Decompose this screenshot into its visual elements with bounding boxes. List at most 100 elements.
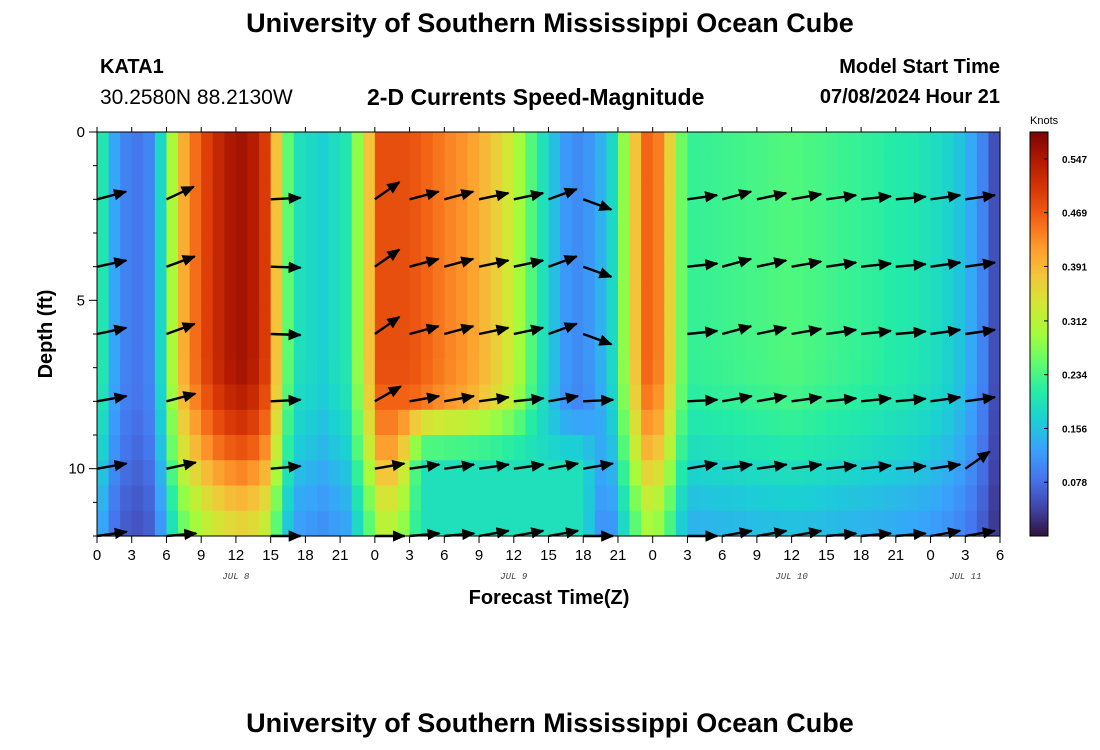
x-tick-label: 12 [505, 547, 522, 564]
heatmap-cell [976, 258, 990, 285]
heatmap-cell [849, 132, 862, 158]
heatmap-cell [131, 485, 144, 512]
heatmap-cell [861, 334, 874, 360]
heatmap-cell [780, 233, 793, 259]
heatmap-cell [895, 510, 908, 537]
heatmap-cell [930, 460, 943, 487]
heatmap-cell [641, 207, 654, 234]
current-arrow [548, 527, 580, 539]
heatmap-cell [409, 132, 422, 158]
current-arrow [478, 324, 510, 336]
heatmap-cell [363, 334, 376, 360]
heatmap-cell [305, 334, 318, 360]
heatmap-cell [235, 233, 249, 259]
heatmap-cell [942, 258, 955, 285]
heatmap-cell [166, 409, 179, 436]
heatmap-cell [675, 132, 689, 158]
heatmap-cell [282, 308, 295, 335]
heatmap-cell [629, 485, 642, 512]
heatmap-cell [293, 157, 306, 184]
heatmap-cell [594, 510, 607, 537]
date-label: JUL 9 [500, 572, 528, 582]
heatmap-cell [282, 409, 295, 436]
heatmap-cell [837, 132, 851, 158]
heatmap-cell [525, 334, 538, 360]
heatmap-cell [583, 308, 596, 335]
heatmap-cell [837, 207, 851, 234]
heatmap-cell [270, 510, 283, 537]
heatmap-cell [398, 283, 411, 310]
heatmap-cell [444, 359, 457, 386]
heatmap-cell [235, 485, 249, 512]
heatmap-cell [629, 359, 642, 386]
heatmap-cell [768, 157, 781, 184]
heatmap-cell [259, 283, 272, 310]
heatmap-cell [131, 258, 144, 285]
heatmap-cell [571, 207, 584, 234]
current-arrow [443, 256, 475, 268]
heatmap-cell [154, 258, 168, 285]
heatmap-cell [189, 409, 202, 436]
heatmap-cell [421, 435, 434, 461]
heatmap-cell [988, 485, 1001, 512]
heatmap-cell [455, 157, 469, 184]
heatmap-cell [594, 308, 607, 335]
heatmap-cell [374, 207, 388, 234]
heatmap-cell [571, 435, 584, 461]
heatmap-cell [513, 132, 526, 158]
current-arrow [860, 393, 893, 406]
heatmap-cell [316, 510, 330, 537]
heatmap-cell [386, 132, 399, 158]
heatmap-cell [455, 435, 469, 461]
heatmap-cell [664, 207, 677, 234]
heatmap-cell [154, 207, 168, 234]
heatmap-cell [432, 308, 445, 335]
heatmap-cell [328, 409, 341, 436]
heatmap-cell [316, 283, 330, 310]
heatmap-cell [733, 233, 746, 259]
heatmap-cell [953, 435, 966, 461]
heatmap-cell [351, 485, 364, 512]
current-arrow [513, 324, 545, 336]
heatmap-cell [212, 384, 225, 411]
heatmap-cell [907, 207, 920, 234]
heatmap-cell [293, 132, 306, 158]
current-arrow [548, 459, 580, 472]
heatmap-cell [675, 258, 689, 285]
model-start-label: Model Start Time [839, 56, 1000, 78]
current-arrow [96, 527, 128, 540]
heatmap-cell [154, 334, 168, 360]
heatmap-cell [490, 460, 503, 487]
heatmap-cell [154, 359, 168, 386]
heatmap-cell [710, 435, 723, 461]
heatmap-cell [849, 233, 862, 259]
heatmap-cell [513, 435, 526, 461]
heatmap-cell [467, 233, 480, 259]
x-tick-label: 15 [262, 547, 279, 564]
heatmap-cell [606, 233, 619, 259]
heatmap-cell [235, 409, 249, 436]
heatmap-cell [768, 233, 781, 259]
heatmap-cell [282, 233, 295, 259]
heatmap-cell [212, 207, 225, 234]
heatmap-cell [664, 334, 677, 360]
heatmap-cell [837, 258, 851, 285]
heatmap-cell [861, 435, 874, 461]
heatmap-cell [722, 233, 735, 259]
heatmap-cell [756, 460, 770, 487]
heatmap-cell [340, 409, 353, 436]
heatmap-cell [270, 485, 283, 512]
heatmap-cell [305, 409, 318, 436]
heatmap-cell [270, 233, 283, 259]
heatmap-cell [235, 207, 249, 234]
heatmap-cell [710, 409, 723, 436]
heatmap-cell [814, 485, 827, 512]
heatmap-cell [386, 409, 399, 436]
heatmap-cell [722, 207, 735, 234]
heatmap-cell [837, 233, 851, 259]
heatmap-cell [154, 132, 168, 158]
heatmap-cell [224, 182, 237, 209]
heatmap-cell [803, 334, 816, 360]
heatmap-cell [212, 359, 225, 386]
heatmap-cell [803, 207, 816, 234]
